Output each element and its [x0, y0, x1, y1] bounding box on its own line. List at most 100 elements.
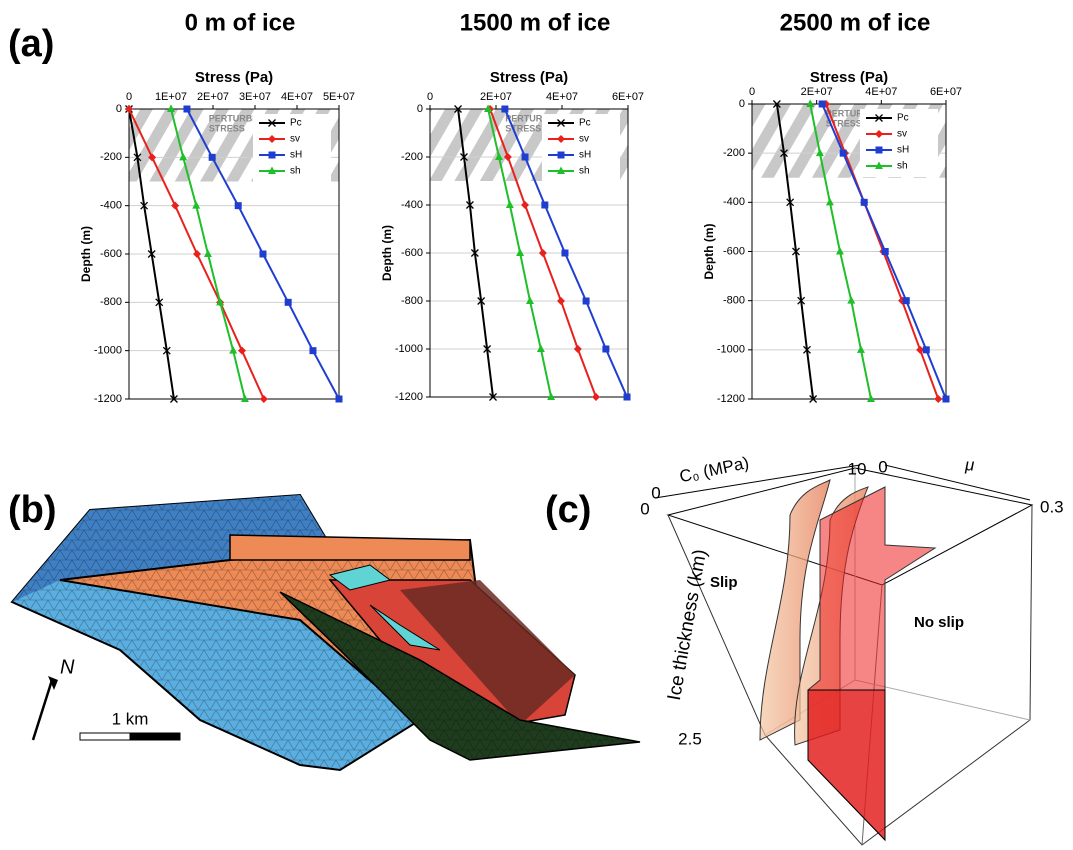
marker: [505, 200, 514, 208]
annotation: STRESS: [826, 118, 862, 128]
marker: [203, 249, 212, 257]
axis-tick: 2.5: [678, 729, 702, 748]
marker: [623, 393, 631, 401]
y-tick-label: -1000: [94, 345, 122, 357]
marker: [856, 345, 865, 353]
marker: [179, 152, 188, 161]
marker: [916, 345, 925, 354]
annotation: PERTURBED: [505, 113, 562, 123]
y-tick-label: -200: [401, 151, 423, 163]
marker: [591, 393, 600, 401]
marker: [133, 153, 142, 162]
marker: [557, 297, 566, 305]
legend-marker: [268, 119, 276, 127]
y-tick-label: -400: [401, 199, 423, 211]
y-tick-label: -1200: [717, 393, 745, 405]
chart-title: 1500 m of ice: [460, 9, 611, 36]
legend-marker: [557, 135, 565, 143]
marker: [942, 395, 950, 403]
annotation: STRESS: [209, 123, 245, 133]
marker: [284, 298, 292, 306]
region-label: Slip: [710, 574, 738, 591]
legend-marker: [875, 130, 883, 138]
region-label: No slip: [914, 614, 964, 631]
marker: [484, 104, 493, 112]
marker: [772, 100, 781, 108]
legend-marker: [875, 146, 883, 154]
marker: [602, 345, 610, 353]
marker: [309, 347, 317, 355]
axis-label: C₀ (MPa): [678, 453, 751, 486]
marker: [934, 395, 943, 403]
marker: [881, 248, 889, 255]
plot-frame: [751, 103, 947, 400]
x-tick-label: 0: [126, 91, 132, 103]
legend-label: sv: [579, 134, 589, 145]
marker: [234, 202, 242, 210]
y-axis-label: Depth (m): [79, 226, 93, 282]
marker: [573, 345, 582, 353]
legend-marker: [557, 151, 565, 159]
marker: [536, 344, 545, 352]
y-tick-label: -600: [100, 248, 122, 260]
panel-label: (c): [545, 489, 591, 531]
marker: [561, 249, 569, 257]
plot-frame: [429, 108, 629, 398]
legend-label: sv: [290, 134, 300, 145]
scale-label: 1 km: [112, 709, 149, 728]
plot-frame: [128, 108, 340, 400]
marker: [216, 297, 225, 306]
y-tick-label: -200: [100, 151, 122, 163]
marker: [183, 105, 191, 113]
axis-label: μ: [964, 455, 975, 474]
legend-label: sh: [290, 166, 301, 177]
marker: [237, 346, 246, 355]
x-tick-label: 6E+07: [930, 86, 962, 98]
marker: [516, 248, 525, 256]
marker: [240, 394, 249, 402]
legend-label: Pc: [290, 118, 302, 129]
marker: [192, 201, 201, 209]
marker: [193, 250, 202, 258]
marker: [229, 346, 238, 354]
x-tick-label: 0: [749, 86, 755, 98]
marker: [167, 104, 175, 112]
axis-label: Ice thickness (km): [664, 548, 711, 702]
marker: [148, 153, 157, 162]
x-tick-label: 3E+07: [239, 91, 271, 103]
legend-label: sh: [897, 161, 908, 172]
y-tick-label: 0: [739, 98, 745, 110]
marker: [525, 296, 534, 304]
marker: [155, 298, 164, 307]
chart-title: 2500 m of ice: [780, 9, 931, 36]
marker: [147, 250, 156, 258]
marker: [494, 152, 503, 160]
legend-marker: [875, 161, 883, 169]
axis-tick: 10: [848, 459, 867, 478]
marker: [521, 153, 529, 161]
y-tick-label: -400: [100, 200, 122, 212]
panel-label: (a): [8, 23, 54, 65]
marker: [259, 250, 267, 258]
y-tick-label: -1000: [717, 344, 745, 356]
marker: [847, 296, 856, 304]
y-tick-label: -800: [100, 296, 122, 308]
marker: [902, 297, 910, 305]
y-axis-label: Depth (m): [702, 224, 716, 280]
legend-marker: [557, 166, 565, 174]
x-tick-label: 4E+07: [865, 86, 897, 98]
marker: [582, 297, 590, 305]
chart-title: 0 m of ice: [185, 9, 296, 36]
panel-label: (b): [8, 489, 57, 531]
marker: [208, 153, 216, 161]
x-tick-label: 2E+07: [801, 86, 833, 98]
marker: [125, 105, 133, 113]
marker: [780, 149, 788, 158]
annotation: PERTURBED: [209, 113, 266, 123]
y-tick-label: -1200: [94, 393, 122, 405]
x-tick-label: 1E+07: [155, 91, 187, 103]
axis-tick: 0.3: [1040, 497, 1064, 516]
marker: [797, 296, 806, 305]
x-axis-label: Stress (Pa): [810, 69, 888, 86]
axis-tick: 0: [651, 483, 660, 502]
